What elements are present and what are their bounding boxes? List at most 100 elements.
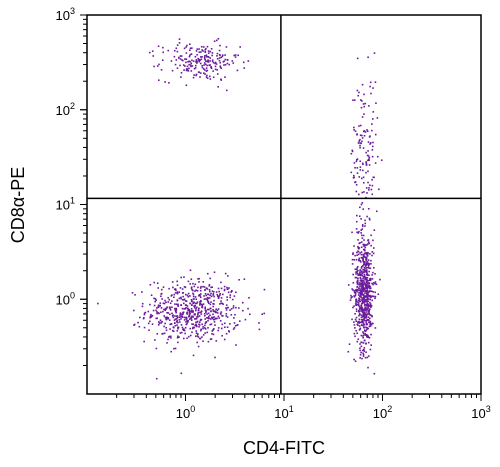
y-tick-label: 103 (56, 6, 75, 23)
data-point (195, 74, 197, 77)
data-point (380, 159, 383, 161)
data-point (182, 295, 184, 298)
data-point (355, 258, 358, 261)
data-point (149, 315, 152, 318)
data-point (162, 310, 164, 313)
data-point (371, 254, 373, 257)
data-point (211, 286, 213, 288)
data-point (359, 283, 362, 286)
data-point (244, 318, 247, 321)
data-point (141, 291, 143, 293)
data-point (209, 307, 212, 310)
data-point (363, 105, 366, 108)
data-point (212, 313, 214, 316)
data-point (195, 324, 198, 327)
data-point (213, 40, 216, 43)
data-point (196, 314, 199, 316)
data-point (163, 308, 165, 311)
data-point (217, 327, 220, 329)
data-point (360, 203, 363, 206)
data-point (186, 321, 189, 323)
data-point (191, 311, 193, 313)
data-point (368, 304, 370, 307)
data-point (230, 314, 233, 316)
data-point (168, 306, 171, 309)
data-point (156, 307, 158, 309)
data-point (353, 324, 356, 326)
data-point (202, 327, 204, 330)
data-point (366, 285, 368, 287)
data-point (208, 317, 210, 319)
data-point (141, 302, 144, 305)
data-point (356, 301, 359, 303)
data-point (195, 332, 198, 334)
data-point (355, 290, 358, 292)
data-point (366, 154, 369, 157)
data-point (209, 323, 212, 326)
data-point (212, 76, 215, 79)
data-point (163, 315, 166, 317)
data-point (228, 63, 231, 66)
data-point (366, 129, 368, 131)
data-point (206, 55, 208, 58)
data-point (143, 313, 146, 316)
data-point (151, 323, 154, 325)
data-point (370, 263, 372, 265)
data-point (374, 297, 376, 300)
data-point (358, 305, 361, 308)
data-point (360, 296, 363, 299)
data-point (361, 315, 364, 318)
data-point (365, 319, 367, 322)
data-point (178, 57, 180, 59)
data-point (238, 320, 241, 322)
data-point (370, 234, 372, 237)
data-point (360, 285, 363, 288)
data-point (237, 54, 239, 57)
data-point (368, 187, 370, 189)
data-point (157, 311, 159, 314)
data-point (202, 326, 204, 328)
data-point (361, 225, 364, 228)
data-point (213, 318, 215, 321)
data-point (367, 310, 370, 312)
data-point (171, 315, 174, 317)
data-point (174, 288, 177, 290)
data-point (220, 78, 222, 81)
data-point (154, 300, 156, 303)
data-point (180, 313, 182, 315)
data-point (199, 337, 201, 340)
data-point (223, 64, 225, 66)
data-point (133, 324, 135, 326)
data-point (170, 350, 173, 353)
data-point (192, 302, 194, 305)
data-point (369, 317, 371, 320)
data-point (364, 333, 367, 335)
data-point (192, 295, 195, 298)
x-tick-label: 101 (274, 404, 293, 421)
data-point (353, 259, 356, 261)
data-point (226, 326, 229, 328)
data-point (175, 303, 178, 306)
data-point (374, 295, 377, 298)
data-point (258, 328, 261, 331)
data-point (194, 283, 197, 286)
data-point (150, 316, 153, 318)
data-point (367, 316, 370, 318)
data-point (363, 248, 366, 251)
data-point (218, 59, 221, 62)
data-point (186, 313, 189, 315)
data-point (160, 293, 163, 295)
data-point (358, 300, 361, 302)
data-point (359, 269, 362, 271)
data-point (195, 61, 197, 63)
data-point (366, 291, 369, 293)
data-point (365, 294, 368, 297)
data-point (204, 292, 207, 295)
data-point (368, 295, 370, 297)
data-point (360, 304, 362, 307)
data-point (353, 321, 355, 323)
data-point (355, 310, 358, 313)
data-point (364, 296, 366, 298)
data-point (366, 336, 369, 339)
data-point (220, 327, 223, 330)
